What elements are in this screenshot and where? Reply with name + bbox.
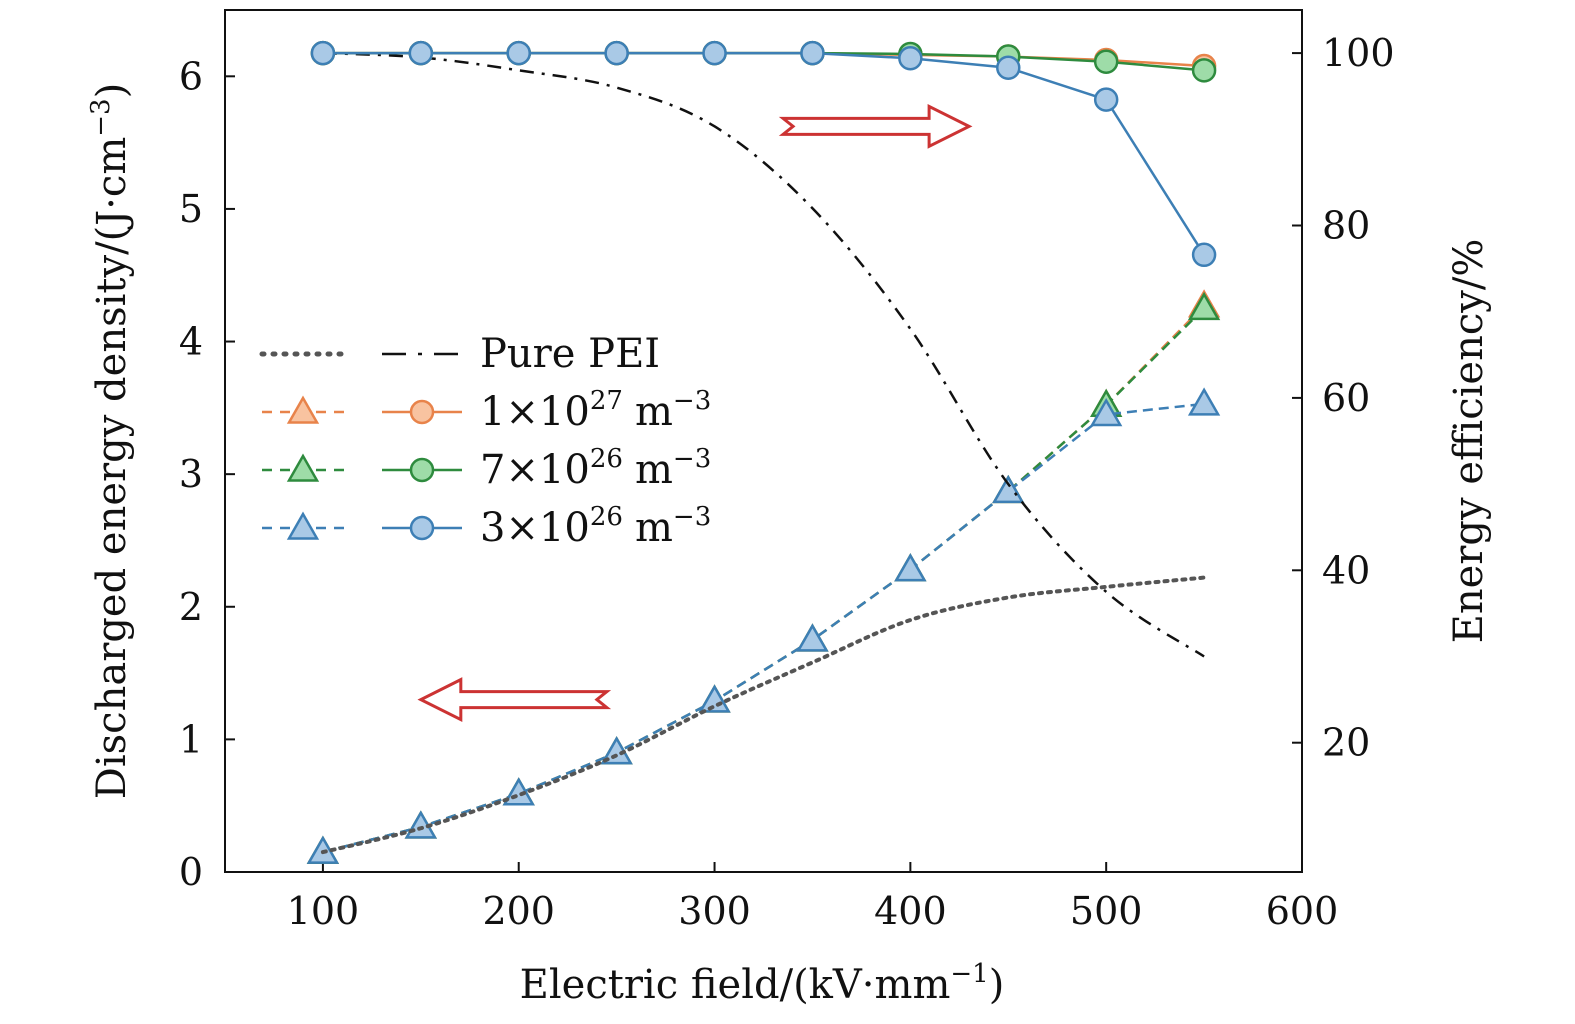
y-right-tick-label: 60 [1322, 376, 1370, 420]
legend-label-7e26: 7×1026 m−3 [480, 444, 711, 493]
series-6 [310, 40, 1217, 83]
y-axis-left-title: Discharged energy density/(J·cm−3) [86, 83, 135, 799]
series-line [322, 51, 1205, 658]
series-point [1093, 87, 1119, 112]
series-4 [306, 387, 1221, 864]
y-right-tick-label: 80 [1322, 204, 1370, 248]
x-tick-label: 600 [1266, 889, 1339, 933]
series-point [506, 40, 531, 66]
y-left-tick-label: 3 [179, 452, 203, 496]
y-right-tick-label: 40 [1322, 548, 1370, 592]
series-point [1187, 387, 1221, 416]
series-point [702, 40, 727, 66]
legend-marker-triangle [286, 395, 320, 424]
legend-samples [259, 351, 462, 541]
series-1 [322, 51, 1205, 658]
legend-marker-circle [409, 399, 435, 425]
series-point [992, 474, 1025, 504]
legend-row-3 [262, 511, 462, 541]
y-left-tick-label: 6 [179, 54, 203, 98]
series-3 [306, 291, 1221, 864]
y-axis-right-title: Energy efficiency/% [1446, 239, 1492, 644]
x-tick-label: 100 [287, 889, 360, 933]
legend-marker-triangle [286, 511, 320, 540]
series-point [1191, 58, 1217, 83]
annotation-arrows [417, 103, 973, 723]
series-line [320, 575, 1207, 855]
series-line [322, 307, 1205, 854]
legend-row-2 [262, 453, 462, 483]
legend-label-pure-pei: Pure PEI [480, 331, 660, 377]
x-tick-label: 200 [482, 889, 555, 933]
series-point [1093, 49, 1119, 74]
x-tick-label: 300 [678, 889, 751, 933]
series-point [698, 684, 731, 713]
legend: Pure PEI 1×1027 m−3 7×1026 m−3 3×1026 m−3 [259, 331, 711, 551]
tick-marks [225, 52, 1303, 873]
y-right-tick-label: 100 [1322, 31, 1395, 75]
x-tick-label: 500 [1070, 889, 1143, 933]
series-point [898, 46, 923, 71]
series-point [996, 55, 1021, 81]
series-point [1191, 242, 1217, 268]
y-right-tick-label: 20 [1322, 721, 1370, 765]
y-left-tick-label: 0 [179, 850, 203, 894]
y-left-tick-label: 5 [179, 187, 203, 231]
plot-frame [224, 9, 1303, 873]
tick-labels: 100 200 300 400 500 600 0 1 2 3 4 5 6 20 40 60 80 100 [179, 31, 1395, 933]
series-point [408, 40, 434, 66]
series-0 [320, 575, 1207, 855]
y-left-tick-label: 1 [179, 717, 203, 761]
legend-marker-triangle [286, 453, 320, 482]
series-7 [310, 40, 1217, 268]
series-point [1187, 291, 1221, 321]
series-point [800, 40, 825, 66]
series-line [322, 402, 1205, 854]
legend-marker-circle [409, 457, 435, 483]
arrow-left-density [417, 677, 612, 723]
series-layer [306, 40, 1221, 864]
series-point [894, 553, 927, 582]
y-left-tick-label: 2 [179, 585, 203, 629]
series-2 [306, 289, 1221, 864]
series-point [604, 40, 629, 66]
legend-label-3e26: 3×1026 m−3 [480, 502, 711, 551]
x-tick-label: 400 [874, 889, 947, 933]
legend-label-1e27: 1×1027 m−3 [480, 386, 711, 435]
y-left-tick-label: 4 [179, 320, 203, 364]
series-point [796, 623, 829, 652]
series-point [1090, 397, 1123, 427]
x-axis-title: Electric field/(kV·mm−1) [520, 959, 1005, 1008]
series-line [322, 304, 1205, 854]
series-point [310, 40, 336, 66]
series-line [322, 51, 1206, 256]
legend-marker-circle [409, 515, 435, 541]
arrow-right-efficiency [778, 103, 973, 149]
legend-row-1 [262, 395, 462, 425]
